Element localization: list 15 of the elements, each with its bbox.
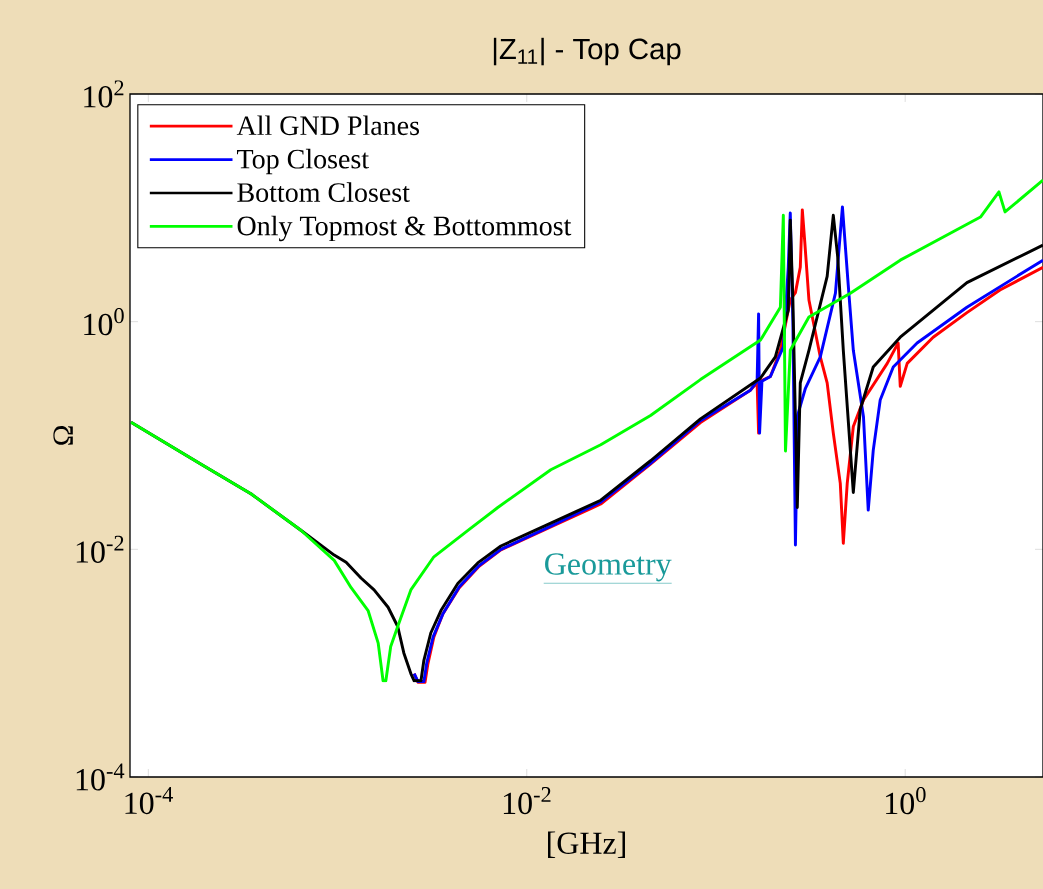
x-tick-label: 10$^{0}$ — [886, 787, 926, 815]
y-tick-label: 10$^{2}$ — [84, 80, 124, 108]
legend-label: Top Closest — [237, 148, 369, 175]
y-tick-label: 10$^{0}$ — [84, 308, 124, 336]
x-tick-label: 10$^{-4}$ — [125, 787, 173, 815]
y-tick-label: 10$^{-2}$ — [76, 535, 124, 563]
y-tick-label: 10$^{-4}$ — [76, 763, 125, 791]
chart-title: |Z$_{11}$| - Top Cap — [493, 37, 681, 66]
x-tick-label: 10$^{-2}$ — [503, 787, 551, 815]
legend-label: Bottom Closest — [237, 182, 410, 202]
annotation: Geometry — [545, 553, 672, 582]
legend-label: Only Topmost & Bottommost — [237, 215, 572, 242]
x-axis-title: [GHz] — [548, 831, 625, 858]
y-axis-title: Ω — [53, 426, 73, 445]
legend-label: All GND Planes — [236, 115, 419, 136]
